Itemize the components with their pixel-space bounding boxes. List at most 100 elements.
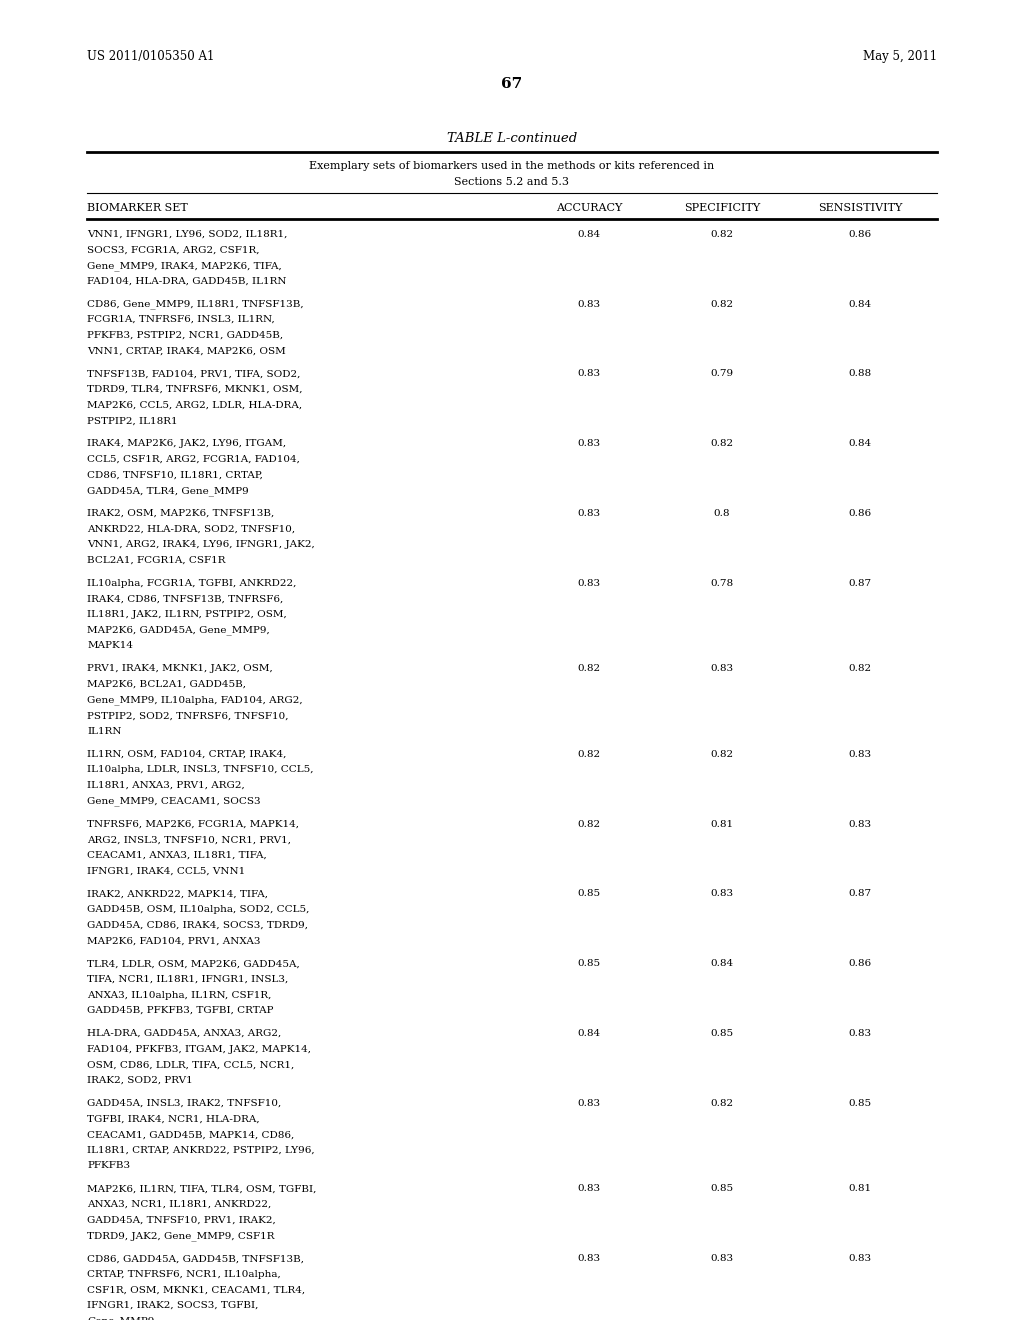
Text: FAD104, HLA-DRA, GADD45B, IL1RN: FAD104, HLA-DRA, GADD45B, IL1RN (87, 277, 287, 285)
Text: 0.83: 0.83 (578, 1184, 600, 1193)
Text: TABLE L-continued: TABLE L-continued (446, 132, 578, 145)
Text: TLR4, LDLR, OSM, MAP2K6, GADD45A,: TLR4, LDLR, OSM, MAP2K6, GADD45A, (87, 960, 300, 969)
Text: TGFBI, IRAK4, NCR1, HLA-DRA,: TGFBI, IRAK4, NCR1, HLA-DRA, (87, 1114, 260, 1123)
Text: 0.82: 0.82 (849, 664, 871, 673)
Text: 0.87: 0.87 (849, 578, 871, 587)
Text: 0.83: 0.83 (711, 664, 733, 673)
Text: 0.83: 0.83 (578, 370, 600, 379)
Text: ANXA3, NCR1, IL18R1, ANKRD22,: ANXA3, NCR1, IL18R1, ANKRD22, (87, 1200, 271, 1209)
Text: 0.85: 0.85 (578, 960, 600, 969)
Text: GADD45A, TLR4, Gene_MMP9: GADD45A, TLR4, Gene_MMP9 (87, 486, 249, 496)
Text: IFNGR1, IRAK2, SOCS3, TGFBI,: IFNGR1, IRAK2, SOCS3, TGFBI, (87, 1302, 258, 1311)
Text: 0.82: 0.82 (711, 300, 733, 309)
Text: ANXA3, IL10alpha, IL1RN, CSF1R,: ANXA3, IL10alpha, IL1RN, CSF1R, (87, 990, 271, 999)
Text: Gene_MMP9, IRAK4, MAP2K6, TIFA,: Gene_MMP9, IRAK4, MAP2K6, TIFA, (87, 261, 282, 271)
Text: 0.88: 0.88 (849, 370, 871, 379)
Text: 0.83: 0.83 (578, 300, 600, 309)
Text: IL10alpha, FCGR1A, TGFBI, ANKRD22,: IL10alpha, FCGR1A, TGFBI, ANKRD22, (87, 578, 296, 587)
Text: MAP2K6, CCL5, ARG2, LDLR, HLA-DRA,: MAP2K6, CCL5, ARG2, LDLR, HLA-DRA, (87, 400, 302, 409)
Text: IL1RN, OSM, FAD104, CRTAP, IRAK4,: IL1RN, OSM, FAD104, CRTAP, IRAK4, (87, 750, 287, 759)
Text: PFKFB3, PSTPIP2, NCR1, GADD45B,: PFKFB3, PSTPIP2, NCR1, GADD45B, (87, 331, 284, 339)
Text: May 5, 2011: May 5, 2011 (863, 50, 937, 63)
Text: VNN1, ARG2, IRAK4, LY96, IFNGR1, JAK2,: VNN1, ARG2, IRAK4, LY96, IFNGR1, JAK2, (87, 540, 314, 549)
Text: GADD45B, PFKFB3, TGFBI, CRTAP: GADD45B, PFKFB3, TGFBI, CRTAP (87, 1006, 273, 1015)
Text: 0.85: 0.85 (711, 1184, 733, 1193)
Text: IL1RN: IL1RN (87, 727, 122, 735)
Text: 0.85: 0.85 (578, 890, 600, 899)
Text: Gene_MMP9, IL10alpha, FAD104, ARG2,: Gene_MMP9, IL10alpha, FAD104, ARG2, (87, 696, 303, 705)
Text: 0.83: 0.83 (578, 578, 600, 587)
Text: 0.82: 0.82 (711, 1098, 733, 1107)
Text: PFKFB3: PFKFB3 (87, 1162, 130, 1171)
Text: MAP2K6, BCL2A1, GADD45B,: MAP2K6, BCL2A1, GADD45B, (87, 680, 246, 689)
Text: IL18R1, JAK2, IL1RN, PSTPIP2, OSM,: IL18R1, JAK2, IL1RN, PSTPIP2, OSM, (87, 610, 287, 619)
Text: 0.8: 0.8 (714, 510, 730, 517)
Text: Gene_MMP9, CEACAM1, SOCS3: Gene_MMP9, CEACAM1, SOCS3 (87, 797, 261, 807)
Text: TNFSF13B, FAD104, PRV1, TIFA, SOD2,: TNFSF13B, FAD104, PRV1, TIFA, SOD2, (87, 370, 300, 379)
Text: Sections 5.2 and 5.3: Sections 5.2 and 5.3 (455, 177, 569, 187)
Text: BIOMARKER SET: BIOMARKER SET (87, 203, 187, 214)
Text: IL18R1, ANXA3, PRV1, ARG2,: IL18R1, ANXA3, PRV1, ARG2, (87, 781, 245, 791)
Text: PSTPIP2, SOD2, TNFRSF6, TNFSF10,: PSTPIP2, SOD2, TNFRSF6, TNFSF10, (87, 711, 289, 721)
Text: CD86, Gene_MMP9, IL18R1, TNFSF13B,: CD86, Gene_MMP9, IL18R1, TNFSF13B, (87, 300, 304, 309)
Text: IL10alpha, LDLR, INSL3, TNFSF10, CCL5,: IL10alpha, LDLR, INSL3, TNFSF10, CCL5, (87, 766, 313, 775)
Text: SOCS3, FCGR1A, ARG2, CSF1R,: SOCS3, FCGR1A, ARG2, CSF1R, (87, 246, 259, 255)
Text: ARG2, INSL3, TNFSF10, NCR1, PRV1,: ARG2, INSL3, TNFSF10, NCR1, PRV1, (87, 836, 291, 845)
Text: 0.85: 0.85 (849, 1098, 871, 1107)
Text: GADD45B, OSM, IL10alpha, SOD2, CCL5,: GADD45B, OSM, IL10alpha, SOD2, CCL5, (87, 906, 309, 913)
Text: 0.82: 0.82 (711, 440, 733, 449)
Text: HLA-DRA, GADD45A, ANXA3, ARG2,: HLA-DRA, GADD45A, ANXA3, ARG2, (87, 1030, 282, 1038)
Text: IRAK4, CD86, TNFSF13B, TNFRSF6,: IRAK4, CD86, TNFSF13B, TNFRSF6, (87, 594, 284, 603)
Text: CRTAP, TNFRSF6, NCR1, IL10alpha,: CRTAP, TNFRSF6, NCR1, IL10alpha, (87, 1270, 281, 1279)
Text: FAD104, PFKFB3, ITGAM, JAK2, MAPK14,: FAD104, PFKFB3, ITGAM, JAK2, MAPK14, (87, 1044, 311, 1053)
Text: 0.84: 0.84 (578, 1030, 600, 1038)
Text: VNN1, CRTAP, IRAK4, MAP2K6, OSM: VNN1, CRTAP, IRAK4, MAP2K6, OSM (87, 346, 286, 355)
Text: 0.81: 0.81 (849, 1184, 871, 1193)
Text: 0.79: 0.79 (711, 370, 733, 379)
Text: MAPK14: MAPK14 (87, 642, 133, 651)
Text: PRV1, IRAK4, MKNK1, JAK2, OSM,: PRV1, IRAK4, MKNK1, JAK2, OSM, (87, 664, 272, 673)
Text: CD86, TNFSF10, IL18R1, CRTAP,: CD86, TNFSF10, IL18R1, CRTAP, (87, 470, 263, 479)
Text: ANKRD22, HLA-DRA, SOD2, TNFSF10,: ANKRD22, HLA-DRA, SOD2, TNFSF10, (87, 524, 295, 533)
Text: Exemplary sets of biomarkers used in the methods or kits referenced in: Exemplary sets of biomarkers used in the… (309, 161, 715, 172)
Text: IRAK2, ANKRD22, MAPK14, TIFA,: IRAK2, ANKRD22, MAPK14, TIFA, (87, 890, 268, 899)
Text: 0.86: 0.86 (849, 510, 871, 517)
Text: 67: 67 (502, 77, 522, 91)
Text: IRAK2, OSM, MAP2K6, TNFSF13B,: IRAK2, OSM, MAP2K6, TNFSF13B, (87, 510, 274, 517)
Text: BCL2A1, FCGR1A, CSF1R: BCL2A1, FCGR1A, CSF1R (87, 556, 225, 565)
Text: CCL5, CSF1R, ARG2, FCGR1A, FAD104,: CCL5, CSF1R, ARG2, FCGR1A, FAD104, (87, 455, 300, 463)
Text: TNFRSF6, MAP2K6, FCGR1A, MAPK14,: TNFRSF6, MAP2K6, FCGR1A, MAPK14, (87, 820, 299, 829)
Text: 0.84: 0.84 (711, 960, 733, 969)
Text: IRAK2, SOD2, PRV1: IRAK2, SOD2, PRV1 (87, 1076, 193, 1085)
Text: 0.82: 0.82 (711, 750, 733, 759)
Text: 0.83: 0.83 (578, 1098, 600, 1107)
Text: OSM, CD86, LDLR, TIFA, CCL5, NCR1,: OSM, CD86, LDLR, TIFA, CCL5, NCR1, (87, 1060, 294, 1069)
Text: 0.83: 0.83 (849, 1254, 871, 1263)
Text: 0.83: 0.83 (849, 750, 871, 759)
Text: MAP2K6, IL1RN, TIFA, TLR4, OSM, TGFBI,: MAP2K6, IL1RN, TIFA, TLR4, OSM, TGFBI, (87, 1184, 316, 1193)
Text: 0.83: 0.83 (578, 440, 600, 449)
Text: MAP2K6, GADD45A, Gene_MMP9,: MAP2K6, GADD45A, Gene_MMP9, (87, 626, 269, 635)
Text: GADD45A, TNFSF10, PRV1, IRAK2,: GADD45A, TNFSF10, PRV1, IRAK2, (87, 1216, 275, 1225)
Text: GADD45A, INSL3, IRAK2, TNFSF10,: GADD45A, INSL3, IRAK2, TNFSF10, (87, 1098, 282, 1107)
Text: 0.83: 0.83 (578, 510, 600, 517)
Text: 0.86: 0.86 (849, 230, 871, 239)
Text: TIFA, NCR1, IL18R1, IFNGR1, INSL3,: TIFA, NCR1, IL18R1, IFNGR1, INSL3, (87, 975, 289, 983)
Text: 0.86: 0.86 (849, 960, 871, 969)
Text: SENSISTIVITY: SENSISTIVITY (818, 203, 902, 214)
Text: CEACAM1, ANXA3, IL18R1, TIFA,: CEACAM1, ANXA3, IL18R1, TIFA, (87, 851, 267, 859)
Text: 0.85: 0.85 (711, 1030, 733, 1038)
Text: ACCURACY: ACCURACY (556, 203, 622, 214)
Text: 0.83: 0.83 (849, 1030, 871, 1038)
Text: 0.84: 0.84 (849, 300, 871, 309)
Text: TDRD9, TLR4, TNFRSF6, MKNK1, OSM,: TDRD9, TLR4, TNFRSF6, MKNK1, OSM, (87, 385, 302, 393)
Text: 0.84: 0.84 (578, 230, 600, 239)
Text: US 2011/0105350 A1: US 2011/0105350 A1 (87, 50, 214, 63)
Text: 0.82: 0.82 (578, 750, 600, 759)
Text: 0.83: 0.83 (849, 820, 871, 829)
Text: 0.81: 0.81 (711, 820, 733, 829)
Text: 0.82: 0.82 (711, 230, 733, 239)
Text: PSTPIP2, IL18R1: PSTPIP2, IL18R1 (87, 416, 178, 425)
Text: IFNGR1, IRAK4, CCL5, VNN1: IFNGR1, IRAK4, CCL5, VNN1 (87, 866, 246, 875)
Text: 0.87: 0.87 (849, 890, 871, 899)
